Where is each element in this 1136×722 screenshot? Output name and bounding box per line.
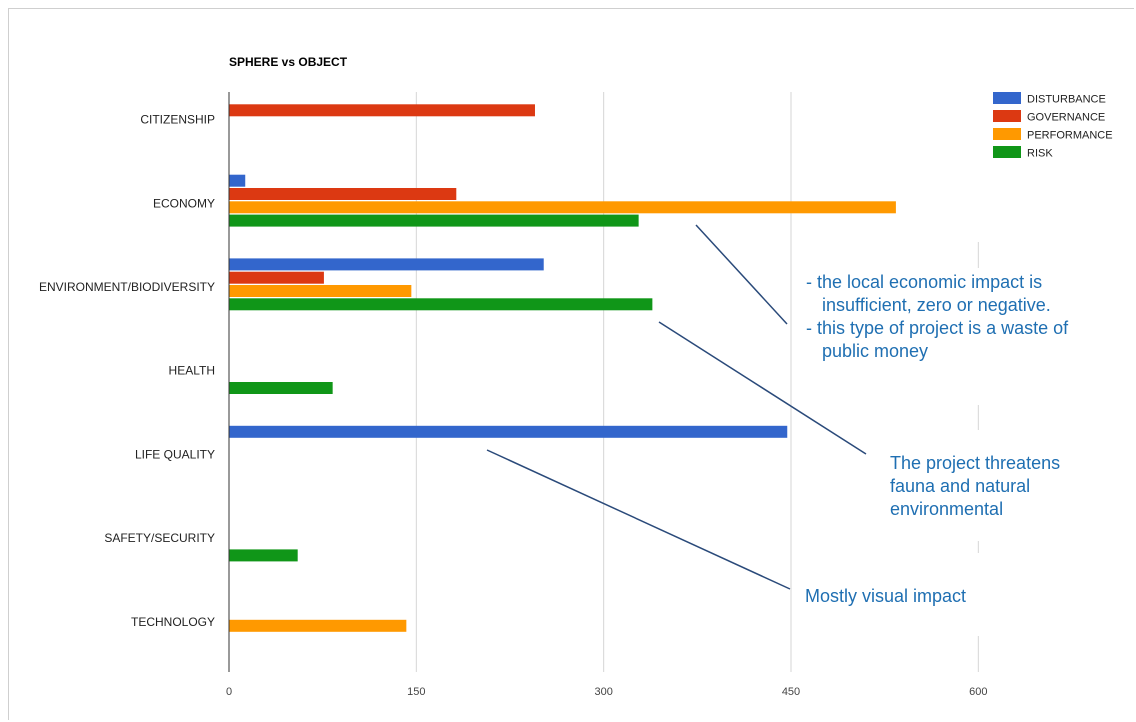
chart-frame	[8, 8, 1134, 720]
bar-performance	[229, 201, 896, 214]
x-tick-label: 150	[407, 686, 425, 698]
bar-risk	[229, 549, 298, 562]
bar-performance	[229, 285, 412, 297]
legend-swatch	[993, 110, 1021, 122]
bar-risk	[229, 214, 639, 227]
category-label: HEALTH	[169, 364, 215, 378]
lifequality-annotation-line: Mostly visual impact	[805, 586, 967, 606]
category-label: CITIZENSHIP	[140, 113, 215, 127]
environment-leader-line	[658, 321, 867, 455]
environment-annotation-line: The project threatens	[890, 453, 1061, 473]
legend-label: RISK	[1027, 148, 1053, 160]
bar-disturbance	[229, 258, 544, 271]
x-tick-label: 450	[782, 686, 800, 698]
environment-annotation: The project threatens fauna and natural …	[890, 452, 1130, 521]
environment-annotation-line: fauna and natural	[890, 476, 1031, 496]
bar-risk	[229, 382, 333, 394]
category-label: ENVIRONMENT/BIODIVERSITY	[39, 280, 215, 294]
economy-annotation-line: insufficient, zero or negative.	[822, 295, 1051, 315]
legend-label: PERFORMANCE	[1027, 130, 1113, 142]
x-tick-label: 0	[226, 686, 232, 698]
legend-swatch	[993, 92, 1021, 104]
economy-annotation: - the local economic impact is insuffici…	[806, 271, 1136, 363]
legend-label: GOVERNANCE	[1027, 112, 1105, 124]
lifequality-leader-line	[486, 449, 791, 590]
x-tick-label: 600	[969, 686, 987, 698]
category-label: SAFETY/SECURITY	[104, 531, 215, 545]
category-label: LIFE QUALITY	[135, 447, 215, 461]
legend-swatch	[993, 146, 1021, 158]
chart-title: SPHERE vs OBJECT	[229, 55, 348, 69]
x-tick-label: 300	[594, 686, 612, 698]
economy-annotation-line: - the local economic impact is	[806, 272, 1043, 292]
category-label: ECONOMY	[153, 196, 215, 210]
bar-disturbance	[229, 174, 246, 187]
bar-risk	[229, 298, 653, 311]
category-label: TECHNOLOGY	[131, 615, 215, 629]
bar-disturbance	[229, 425, 788, 438]
legend-swatch	[993, 128, 1021, 140]
bar-governance	[229, 188, 457, 200]
bar-governance	[229, 271, 324, 284]
lifequality-annotation: Mostly visual impact	[805, 585, 1045, 608]
legend-label: DISTURBANCE	[1027, 94, 1106, 106]
bar-governance	[229, 104, 535, 117]
economy-annotation-line: public money	[822, 341, 929, 361]
economy-leader-line	[695, 224, 788, 325]
bar-performance	[229, 619, 407, 632]
environment-annotation-line: environmental	[890, 499, 1004, 519]
economy-annotation-line: - this type of project is a waste of	[806, 318, 1069, 338]
